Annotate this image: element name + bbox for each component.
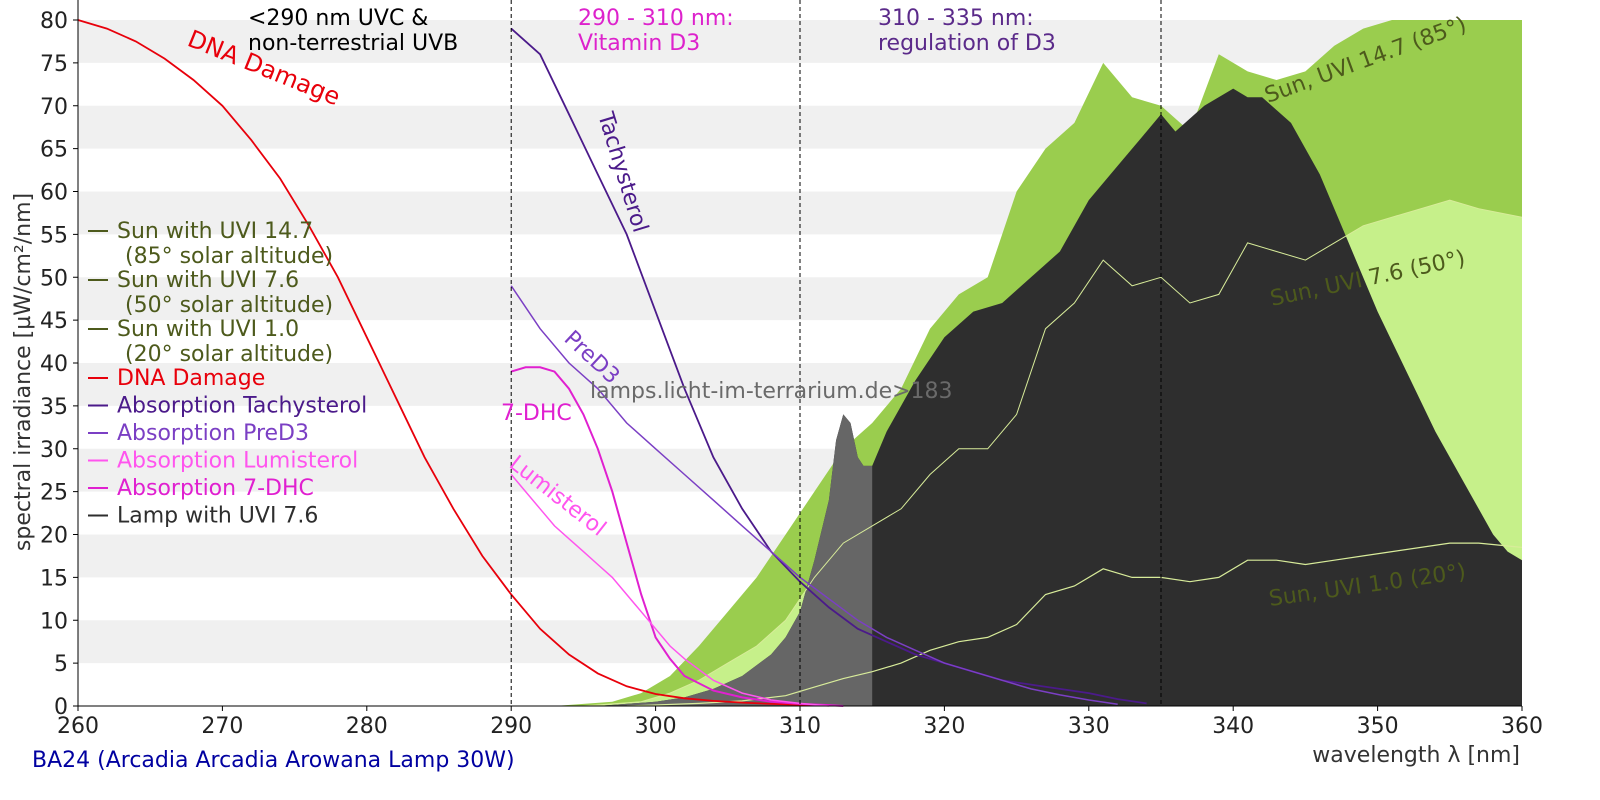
legend-label: Absorption PreD3 xyxy=(117,421,309,446)
y-tick-label: 0 xyxy=(54,695,68,720)
band-label-vitamin-d3-line1: 290 - 310 nm: xyxy=(578,6,734,31)
area-series xyxy=(554,20,1522,706)
axes: 0 5 10 15 20 25 30 35 40 45 50 55 60 65 70 75 80 260 270 28… xyxy=(11,0,1543,768)
legend-label: DNA Damage xyxy=(117,366,265,391)
legend-label: Lamp with UVI 7.6 xyxy=(117,504,318,529)
watermark: lamps.licht-im-terrarium.de>183 xyxy=(590,379,953,404)
sun-uvi-7-6-line xyxy=(583,199,1522,706)
legend-label: Sun with UVI 1.0 xyxy=(117,317,299,342)
x-tick-label: 300 xyxy=(635,714,677,739)
x-axis-title: wavelength λ [nm] xyxy=(1312,743,1520,768)
y-tick-label: 70 xyxy=(40,95,68,120)
x-tick-label: 280 xyxy=(346,714,388,739)
legend-sublabel: (20° solar altitude) xyxy=(125,342,333,367)
band-label-regulation-line2: regulation of D3 xyxy=(878,31,1056,56)
legend-label: Sun with UVI 7.6 xyxy=(117,268,299,293)
y-tick-label: 15 xyxy=(40,566,68,591)
lumisterol-curve xyxy=(510,474,829,707)
legend-sublabel: (50° solar altitude) xyxy=(125,293,333,318)
y-tick-label: 60 xyxy=(40,181,68,206)
y-tick-label: 10 xyxy=(40,609,68,634)
band-label-regulation-line1: 310 - 335 nm: xyxy=(878,6,1034,31)
y-axis-title: spectral irradiance [µW/cm²/nm] xyxy=(11,193,36,551)
x-tick-label: 260 xyxy=(57,714,99,739)
legend-label: Absorption Tachysterol xyxy=(117,394,367,419)
y-tick-label: 75 xyxy=(40,52,68,77)
legend-label: Absorption 7-DHC xyxy=(117,476,314,501)
band-dividers xyxy=(510,0,1162,706)
y-tick-label: 40 xyxy=(40,352,68,377)
dhc7-curve xyxy=(510,366,844,707)
x-tick-label: 290 xyxy=(490,714,532,739)
y-tick-label: 55 xyxy=(40,223,68,248)
legend-sublabel: (85° solar altitude) xyxy=(125,244,333,269)
band-label-uvc-line1: <290 nm UVC & xyxy=(248,6,428,31)
x-tick-label: 340 xyxy=(1212,714,1254,739)
pred3-curve xyxy=(510,285,1118,706)
sun-uvi-1-0-line xyxy=(626,542,1522,706)
y-tick-label: 65 xyxy=(40,138,68,163)
band-label-vitamin-d3-line2: Vitamin D3 xyxy=(578,31,700,56)
footer-lamp-label: BA24 (Arcadia Arcadia Arowana Lamp 30W) xyxy=(32,748,515,773)
y-tick-label: 35 xyxy=(40,395,68,420)
tachysterol-curve xyxy=(510,27,1147,705)
legend-label: Sun with UVI 14.7 xyxy=(117,219,313,244)
x-tick-label: 360 xyxy=(1501,714,1543,739)
y-tick-label: 30 xyxy=(40,438,68,463)
y-tick-label: 25 xyxy=(40,481,68,506)
y-tick-label: 80 xyxy=(40,9,68,34)
y-tick-label: 45 xyxy=(40,309,68,334)
legend-label: Absorption Lumisterol xyxy=(117,449,358,474)
lamp-area-dim xyxy=(597,414,873,706)
y-tick-label: 20 xyxy=(40,524,68,549)
x-tick-label: 330 xyxy=(1068,714,1110,739)
x-tick-label: 310 xyxy=(779,714,821,739)
x-tick-label: 320 xyxy=(923,714,965,739)
dhc7-curve-label: 7-DHC xyxy=(501,401,572,426)
x-tick-label: 270 xyxy=(201,714,243,739)
band-label-uvc-line2: non-terrestrial UVB xyxy=(248,31,458,56)
dna-curve xyxy=(77,19,829,706)
grid-band xyxy=(78,20,1522,63)
y-tick-label: 5 xyxy=(54,652,68,677)
y-tick-label: 50 xyxy=(40,266,68,291)
line-series xyxy=(77,19,1147,707)
x-tick-label: 350 xyxy=(1357,714,1399,739)
